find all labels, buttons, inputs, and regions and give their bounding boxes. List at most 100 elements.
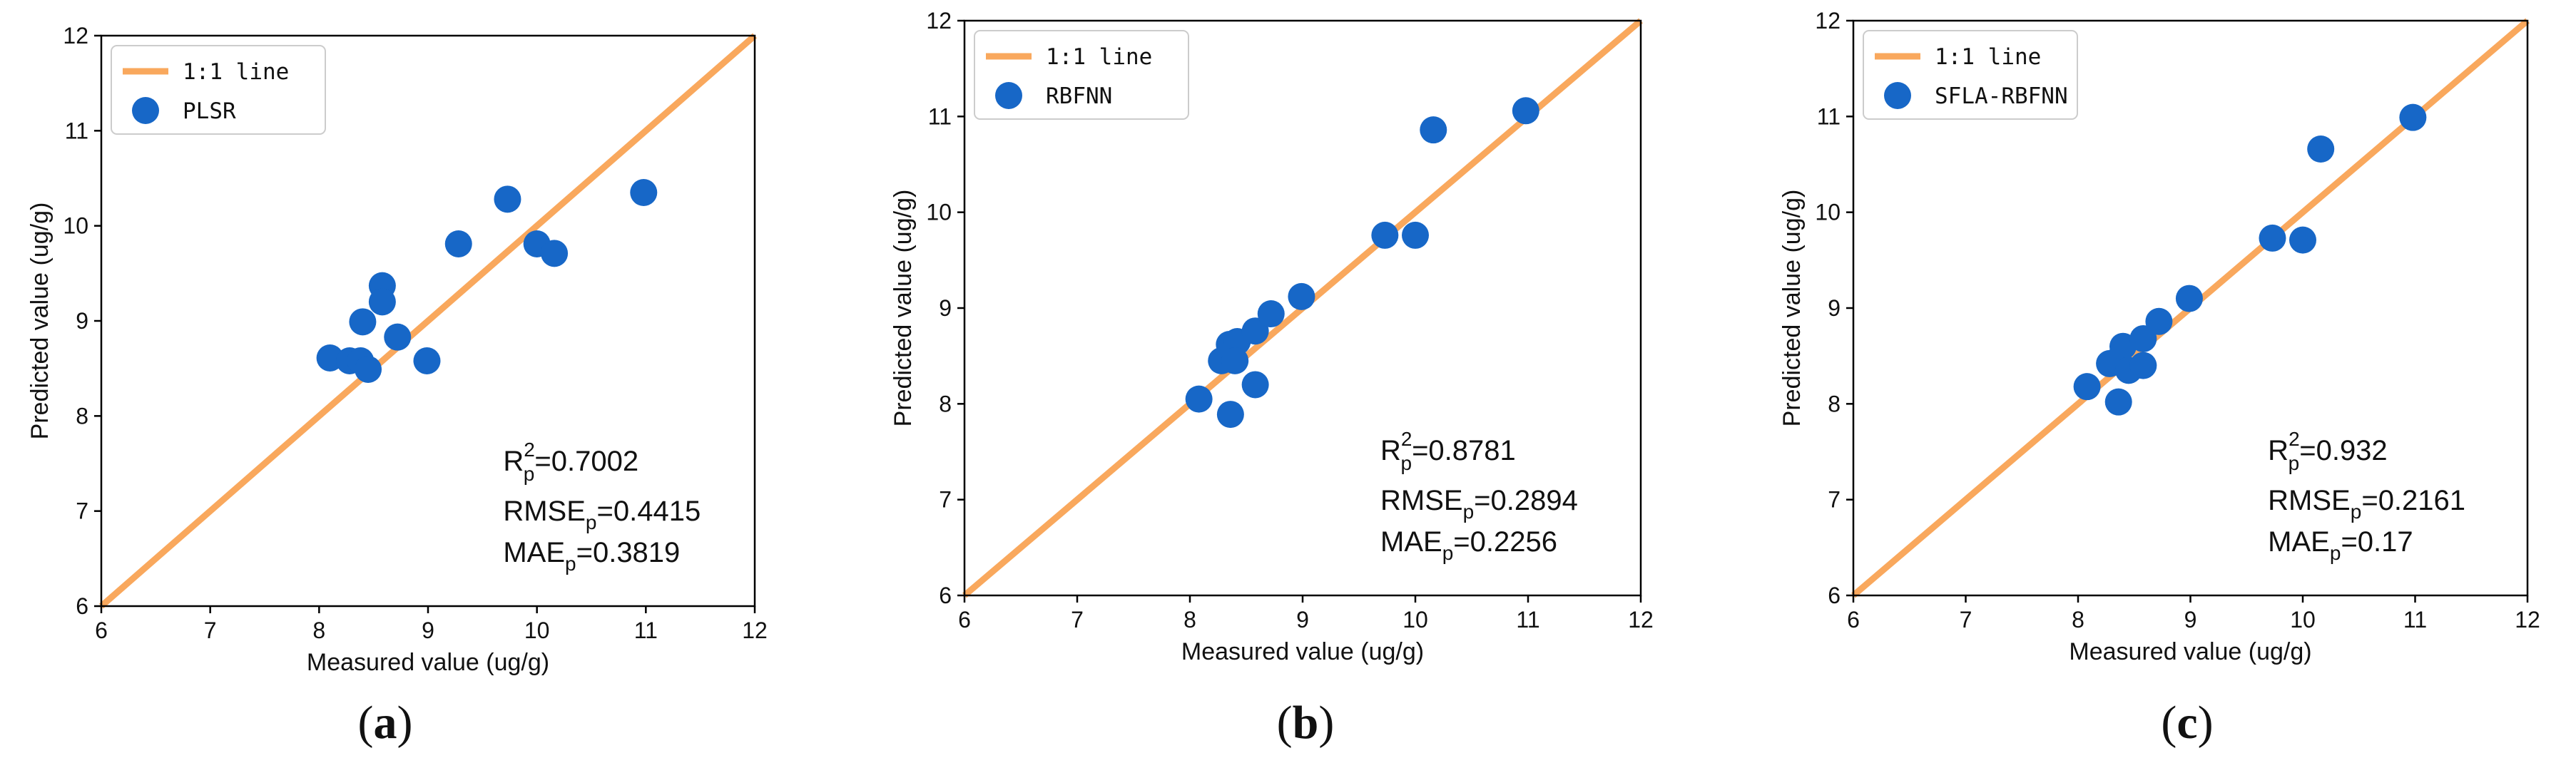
panel-label: (b) xyxy=(1277,697,1335,749)
mae-subscript: p xyxy=(1442,542,1454,564)
panel-label-close: ) xyxy=(1318,697,1334,749)
legend-point-swatch xyxy=(995,82,1022,109)
y-tick-label: 11 xyxy=(1817,103,1841,129)
r2-label: R xyxy=(503,446,524,477)
rmse-value: =0.2894 xyxy=(1474,485,1578,516)
x-tick-label: 9 xyxy=(1296,607,1309,633)
panel-label-letter: a xyxy=(374,697,397,749)
x-tick-label: 8 xyxy=(1183,607,1196,633)
data-point xyxy=(444,230,472,257)
rmse-subscript: p xyxy=(1463,501,1475,523)
x-tick-label: 11 xyxy=(634,618,658,643)
y-tick-label: 8 xyxy=(1828,391,1841,416)
panel-label-letter: b xyxy=(1293,697,1319,749)
y-tick-label: 9 xyxy=(1828,295,1841,321)
data-point xyxy=(1221,347,1249,374)
x-axis-label: Measured value (ug/g) xyxy=(307,649,549,676)
y-tick-label: 10 xyxy=(63,213,88,239)
one-to-one-line xyxy=(99,33,757,609)
y-tick-label: 6 xyxy=(939,583,952,608)
mae-metric: MAEp=0.3819 xyxy=(503,537,680,575)
x-tick-label: 10 xyxy=(1402,607,1428,633)
y-tick-label: 6 xyxy=(1828,583,1841,608)
data-point xyxy=(1185,385,1213,413)
data-point xyxy=(541,240,569,267)
x-tick-label: 8 xyxy=(2072,607,2084,633)
rmse-label: RMSE xyxy=(2268,485,2351,516)
panel-label: (a) xyxy=(358,697,413,749)
data-point xyxy=(2399,103,2427,131)
x-tick-label: 11 xyxy=(1516,607,1539,633)
legend-box xyxy=(1863,30,2078,120)
data-point xyxy=(630,179,658,206)
y-axis-label: Predicted value (ug/g) xyxy=(1778,190,1806,427)
legend-point-label: PLSR xyxy=(183,98,236,124)
r2-value: =0.8781 xyxy=(1412,435,1516,466)
r2-metric: R2 p=0.7002 xyxy=(503,439,638,485)
y-tick-label: 11 xyxy=(65,118,88,143)
data-point xyxy=(1216,401,1244,429)
x-tick-label: 10 xyxy=(524,618,550,643)
data-point xyxy=(1402,221,1429,249)
rmse-label: RMSE xyxy=(503,496,586,527)
data-point xyxy=(2175,285,2203,312)
y-tick-label: 12 xyxy=(1815,8,1841,34)
mae-label: MAE xyxy=(503,537,565,568)
panel-label-close: ) xyxy=(397,697,413,749)
x-tick-label: 11 xyxy=(2403,607,2427,633)
panel-label: (c) xyxy=(2161,697,2213,749)
data-point xyxy=(1512,97,1539,125)
r2-metric: R2 p=0.932 xyxy=(2268,428,2388,474)
mae-subscript: p xyxy=(2330,542,2341,564)
mae-metric: MAEp=0.17 xyxy=(2268,526,2413,564)
r2-subscript: p xyxy=(2289,452,2300,474)
chart-panel-c: 6 7 8 9 10 11 12 6 7 8 9 10 11 12 Measured value (ug/g… xyxy=(1778,8,2540,749)
rmse-metric: RMSEp=0.2161 xyxy=(2268,485,2465,523)
rmse-label: RMSE xyxy=(1380,485,1463,516)
legend-point-swatch xyxy=(1884,82,1911,109)
r2-label: R xyxy=(1380,435,1401,466)
legend-point-label: SFLA-RBFNN xyxy=(1935,83,2068,109)
r2-value: =0.932 xyxy=(2299,435,2387,466)
x-tick-label: 10 xyxy=(2290,607,2316,633)
y-tick-label: 9 xyxy=(76,308,88,334)
y-tick-label: 7 xyxy=(76,498,88,524)
rmse-subscript: p xyxy=(2351,501,2362,523)
data-point xyxy=(413,347,441,374)
data-point xyxy=(494,185,521,213)
legend-point-label: RBFNN xyxy=(1046,83,1112,109)
y-tick-label: 10 xyxy=(926,200,952,225)
y-axis-label: Predicted value (ug/g) xyxy=(26,203,54,440)
y-tick-label: 6 xyxy=(76,593,88,619)
data-point xyxy=(2145,307,2173,335)
rmse-metric: RMSEp=0.2894 xyxy=(1380,485,1578,523)
panel-label-letter: c xyxy=(2177,697,2197,749)
y-tick-label: 12 xyxy=(63,23,88,48)
x-tick-label: 6 xyxy=(1847,607,1860,633)
x-tick-label: 12 xyxy=(742,618,768,643)
data-point xyxy=(2259,224,2286,252)
x-tick-label: 7 xyxy=(204,618,217,643)
y-tick-label: 11 xyxy=(928,103,952,129)
chart-panel-b: 6 7 8 9 10 11 12 6 7 8 9 10 11 12 Measured value (ug/g… xyxy=(890,8,1654,749)
panel-label-open: ( xyxy=(2161,697,2177,749)
y-tick-label: 8 xyxy=(939,391,952,416)
data-point xyxy=(2129,352,2157,379)
x-tick-label: 12 xyxy=(2515,607,2540,633)
mae-label: MAE xyxy=(1380,526,1442,558)
r2-label: R xyxy=(2268,435,2289,466)
mae-value: =0.2256 xyxy=(1453,526,1557,558)
data-point xyxy=(384,323,412,351)
x-tick-label: 8 xyxy=(312,618,325,643)
r2-superscript: 2 xyxy=(1401,428,1412,450)
y-tick-label: 8 xyxy=(76,403,88,429)
mae-value: =0.17 xyxy=(2341,526,2413,558)
x-tick-label: 9 xyxy=(2184,607,2197,633)
mae-value: =0.3819 xyxy=(576,537,681,568)
x-tick-label: 12 xyxy=(1628,607,1654,633)
panel-label-close: ) xyxy=(2198,697,2214,749)
y-tick-label: 10 xyxy=(1815,200,1841,225)
panel-label-open: ( xyxy=(358,697,374,749)
y-tick-label: 12 xyxy=(926,8,952,34)
